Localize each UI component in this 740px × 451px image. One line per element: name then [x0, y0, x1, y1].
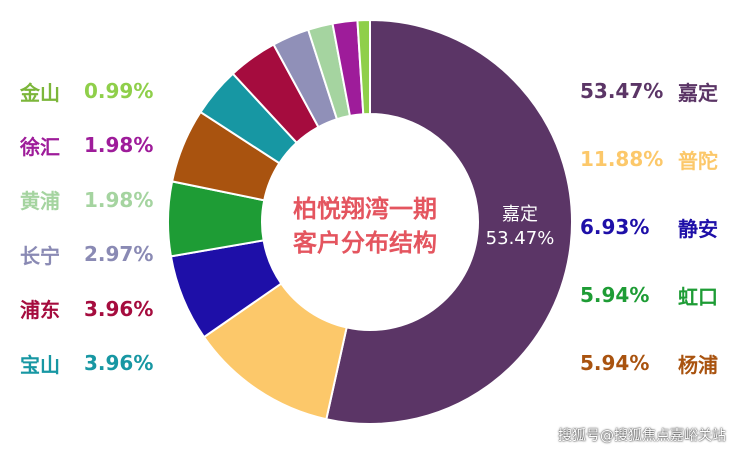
legend-item-name: 虹口	[678, 284, 718, 309]
legend-item-value: 5.94%	[580, 351, 650, 375]
legend-item-name: 嘉定	[678, 80, 718, 105]
legend-item-right: 6.93% 静安	[580, 212, 718, 242]
legend-item-name: 宝山	[20, 352, 60, 377]
legend-item-right: 11.88% 普陀	[580, 144, 718, 174]
legend-item-name: 静安	[678, 216, 718, 241]
legend-item-left: 黄浦 1.98%	[20, 185, 153, 215]
legend-item-name: 徐汇	[20, 134, 60, 159]
chart-title: 柏悦翔湾一期 客户分布结构	[265, 192, 465, 260]
pie-slice-10	[356, 18, 371, 116]
legend-item-name: 杨浦	[678, 352, 718, 377]
legend-item-left: 金山 0.99%	[20, 76, 153, 106]
legend-item-value: 6.93%	[580, 215, 650, 239]
legend-item-value: 11.88%	[580, 147, 664, 171]
legend-item-right: 5.94% 虹口	[580, 280, 718, 310]
legend-item-left: 徐汇 1.98%	[20, 130, 153, 160]
legend-item-value: 3.96%	[84, 296, 154, 321]
legend-item-name: 金山	[20, 80, 60, 105]
legend-item-value: 1.98%	[84, 187, 154, 212]
legend-item-value: 1.98%	[84, 133, 154, 158]
slice-data-label: 嘉定 53.47%	[475, 203, 565, 251]
legend-item-left: 浦东 3.96%	[20, 294, 153, 324]
legend-item-value: 5.94%	[580, 283, 650, 307]
chart-title-line2: 客户分布结构	[293, 229, 437, 257]
legend-item-value: 53.47%	[580, 79, 664, 103]
legend-item-name: 长宁	[20, 243, 60, 268]
legend-item-left: 宝山 3.96%	[20, 348, 153, 378]
slice-data-label-value: 53.47%	[485, 228, 555, 249]
legend-item-name: 浦东	[20, 298, 60, 323]
slice-data-label-name: 嘉定	[502, 204, 538, 225]
watermark: 搜狐号@搜狐焦点嘉峪关站	[558, 428, 726, 444]
chart-title-line1: 柏悦翔湾一期	[293, 195, 437, 223]
legend-item-value: 3.96%	[84, 351, 154, 375]
legend-item-left: 长宁 2.97%	[20, 239, 153, 269]
legend-item-value: 2.97%	[84, 242, 154, 267]
legend-item-name: 普陀	[678, 148, 718, 173]
legend-item-right: 53.47% 嘉定	[580, 76, 718, 106]
legend-item-right: 5.94% 杨浦	[580, 348, 718, 378]
legend-item-name: 黄浦	[20, 189, 60, 214]
pie-slice-0	[325, 18, 573, 425]
legend-item-value: 0.99%	[84, 79, 154, 103]
